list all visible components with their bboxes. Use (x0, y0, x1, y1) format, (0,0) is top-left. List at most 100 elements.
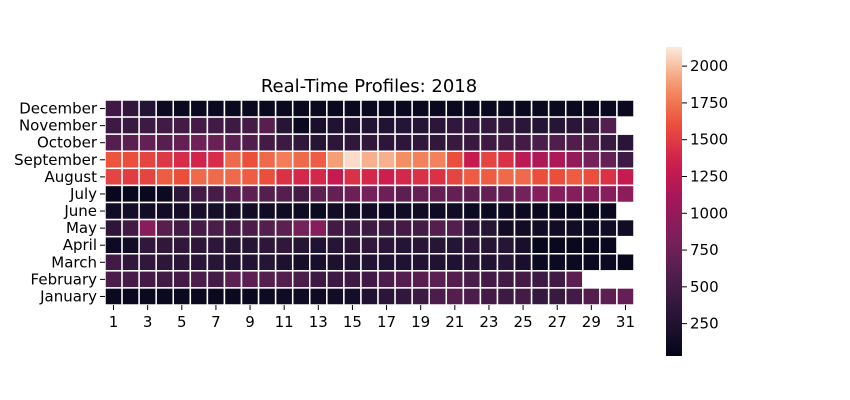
heatmap-cell (138, 150, 157, 170)
heatmap-cell (547, 116, 567, 135)
heatmap-cell (377, 287, 396, 306)
heatmap-cell (582, 99, 601, 118)
y-tick-label: July (69, 185, 97, 203)
heatmap-cell (257, 235, 277, 255)
heatmap-cell (121, 235, 140, 255)
heatmap-cell (104, 287, 123, 306)
colorbar-tick-label: 1750 (690, 94, 728, 112)
heatmap-cell (462, 99, 482, 118)
heatmap-cell (360, 235, 379, 255)
heatmap-cell (360, 167, 379, 187)
heatmap-cell (394, 167, 413, 187)
heatmap-cell (257, 167, 277, 187)
heatmap-cell (530, 184, 550, 204)
heatmap-cell (257, 270, 277, 289)
heatmap-cell (428, 218, 448, 238)
x-tick-label: 1 (109, 313, 119, 331)
heatmap-cell (155, 287, 175, 306)
heatmap-cell (274, 133, 294, 152)
heatmap-cell (530, 201, 550, 221)
heatmap-cell (172, 287, 192, 306)
heatmap-cell (138, 270, 157, 289)
heatmap-cell (343, 167, 362, 187)
heatmap-cell (496, 184, 516, 204)
heatmap-cell (240, 253, 260, 272)
heatmap-cell (240, 201, 260, 221)
heatmap-cell (309, 253, 328, 272)
heatmap-cell (155, 150, 175, 170)
heatmap-cell (172, 167, 192, 187)
heatmap-cell (274, 235, 294, 255)
heatmap-cell (445, 167, 465, 187)
heatmap-cell (445, 150, 465, 170)
heatmap-cell (428, 253, 448, 272)
x-tick-label: 27 (548, 313, 567, 331)
heatmap-cell (428, 201, 448, 221)
x-tick-label: 31 (616, 313, 635, 331)
y-tick-label: December (19, 100, 98, 118)
heatmap-cell (496, 270, 516, 289)
heatmap-cell (360, 253, 379, 272)
heatmap-cell (343, 287, 362, 306)
heatmap-cell (616, 253, 635, 272)
heatmap-cell (291, 235, 311, 255)
heatmap-cell (309, 150, 328, 170)
heatmap-cell (564, 150, 584, 170)
heatmap-cell (172, 99, 192, 118)
heatmap-cell (599, 116, 618, 135)
heatmap-cell (411, 253, 430, 272)
heatmap-cell (172, 253, 192, 272)
heatmap-cell (445, 184, 465, 204)
heatmap-cell (223, 218, 243, 238)
heatmap-cell (462, 235, 482, 255)
heatmap-cell (599, 184, 618, 204)
heatmap-cell (445, 270, 465, 289)
heatmap-cell (547, 99, 567, 118)
heatmap-cell (479, 235, 499, 255)
heatmap-cell (326, 235, 345, 255)
heatmap-cell (479, 201, 499, 221)
heatmap-cell (360, 116, 379, 135)
heatmap-cell (530, 270, 550, 289)
heatmap-cell (291, 184, 311, 204)
heatmap-cell (513, 116, 533, 135)
heatmap-cell (155, 184, 175, 204)
heatmap-cell (360, 218, 379, 238)
y-tick-label: August (45, 168, 98, 186)
heatmap-cell (206, 184, 226, 204)
heatmap-cell (377, 150, 396, 170)
heatmap-cell (428, 116, 448, 135)
heatmap-cell (479, 150, 499, 170)
heatmap-cell (616, 150, 635, 170)
heatmap-cell (377, 235, 396, 255)
heatmap-cell (343, 218, 362, 238)
heatmap-cell (240, 167, 260, 187)
y-tick-label: January (39, 287, 97, 305)
heatmap-cell (206, 218, 226, 238)
heatmap-cell (274, 201, 294, 221)
heatmap-cell (360, 99, 379, 118)
heatmap-cell (291, 150, 311, 170)
heatmap-cell (360, 287, 379, 306)
heatmap-cell (547, 167, 567, 187)
heatmap-cell (138, 116, 157, 135)
heatmap-cell (599, 218, 618, 238)
heatmap-cell (445, 218, 465, 238)
heatmap-cell (530, 218, 550, 238)
heatmap-cell (240, 287, 260, 306)
x-tick-label: 29 (582, 313, 601, 331)
heatmap-cell (564, 99, 584, 118)
heatmap-cell (616, 287, 635, 306)
heatmap-cell (189, 287, 209, 306)
x-axis: 1 3 5 7 9 11 13 15 17 19 21 23 25 27 29 31 (109, 305, 635, 331)
heatmap-cell (428, 150, 448, 170)
heatmap-cell (445, 99, 465, 118)
heatmap-cell (445, 235, 465, 255)
heatmap-cell (445, 253, 465, 272)
chart-title: Real-Time Profiles: 2018 (261, 76, 477, 97)
heatmap-cell (360, 270, 379, 289)
heatmap-cell (189, 167, 209, 187)
heatmap-cell (599, 133, 618, 152)
x-tick-label: 25 (514, 313, 533, 331)
